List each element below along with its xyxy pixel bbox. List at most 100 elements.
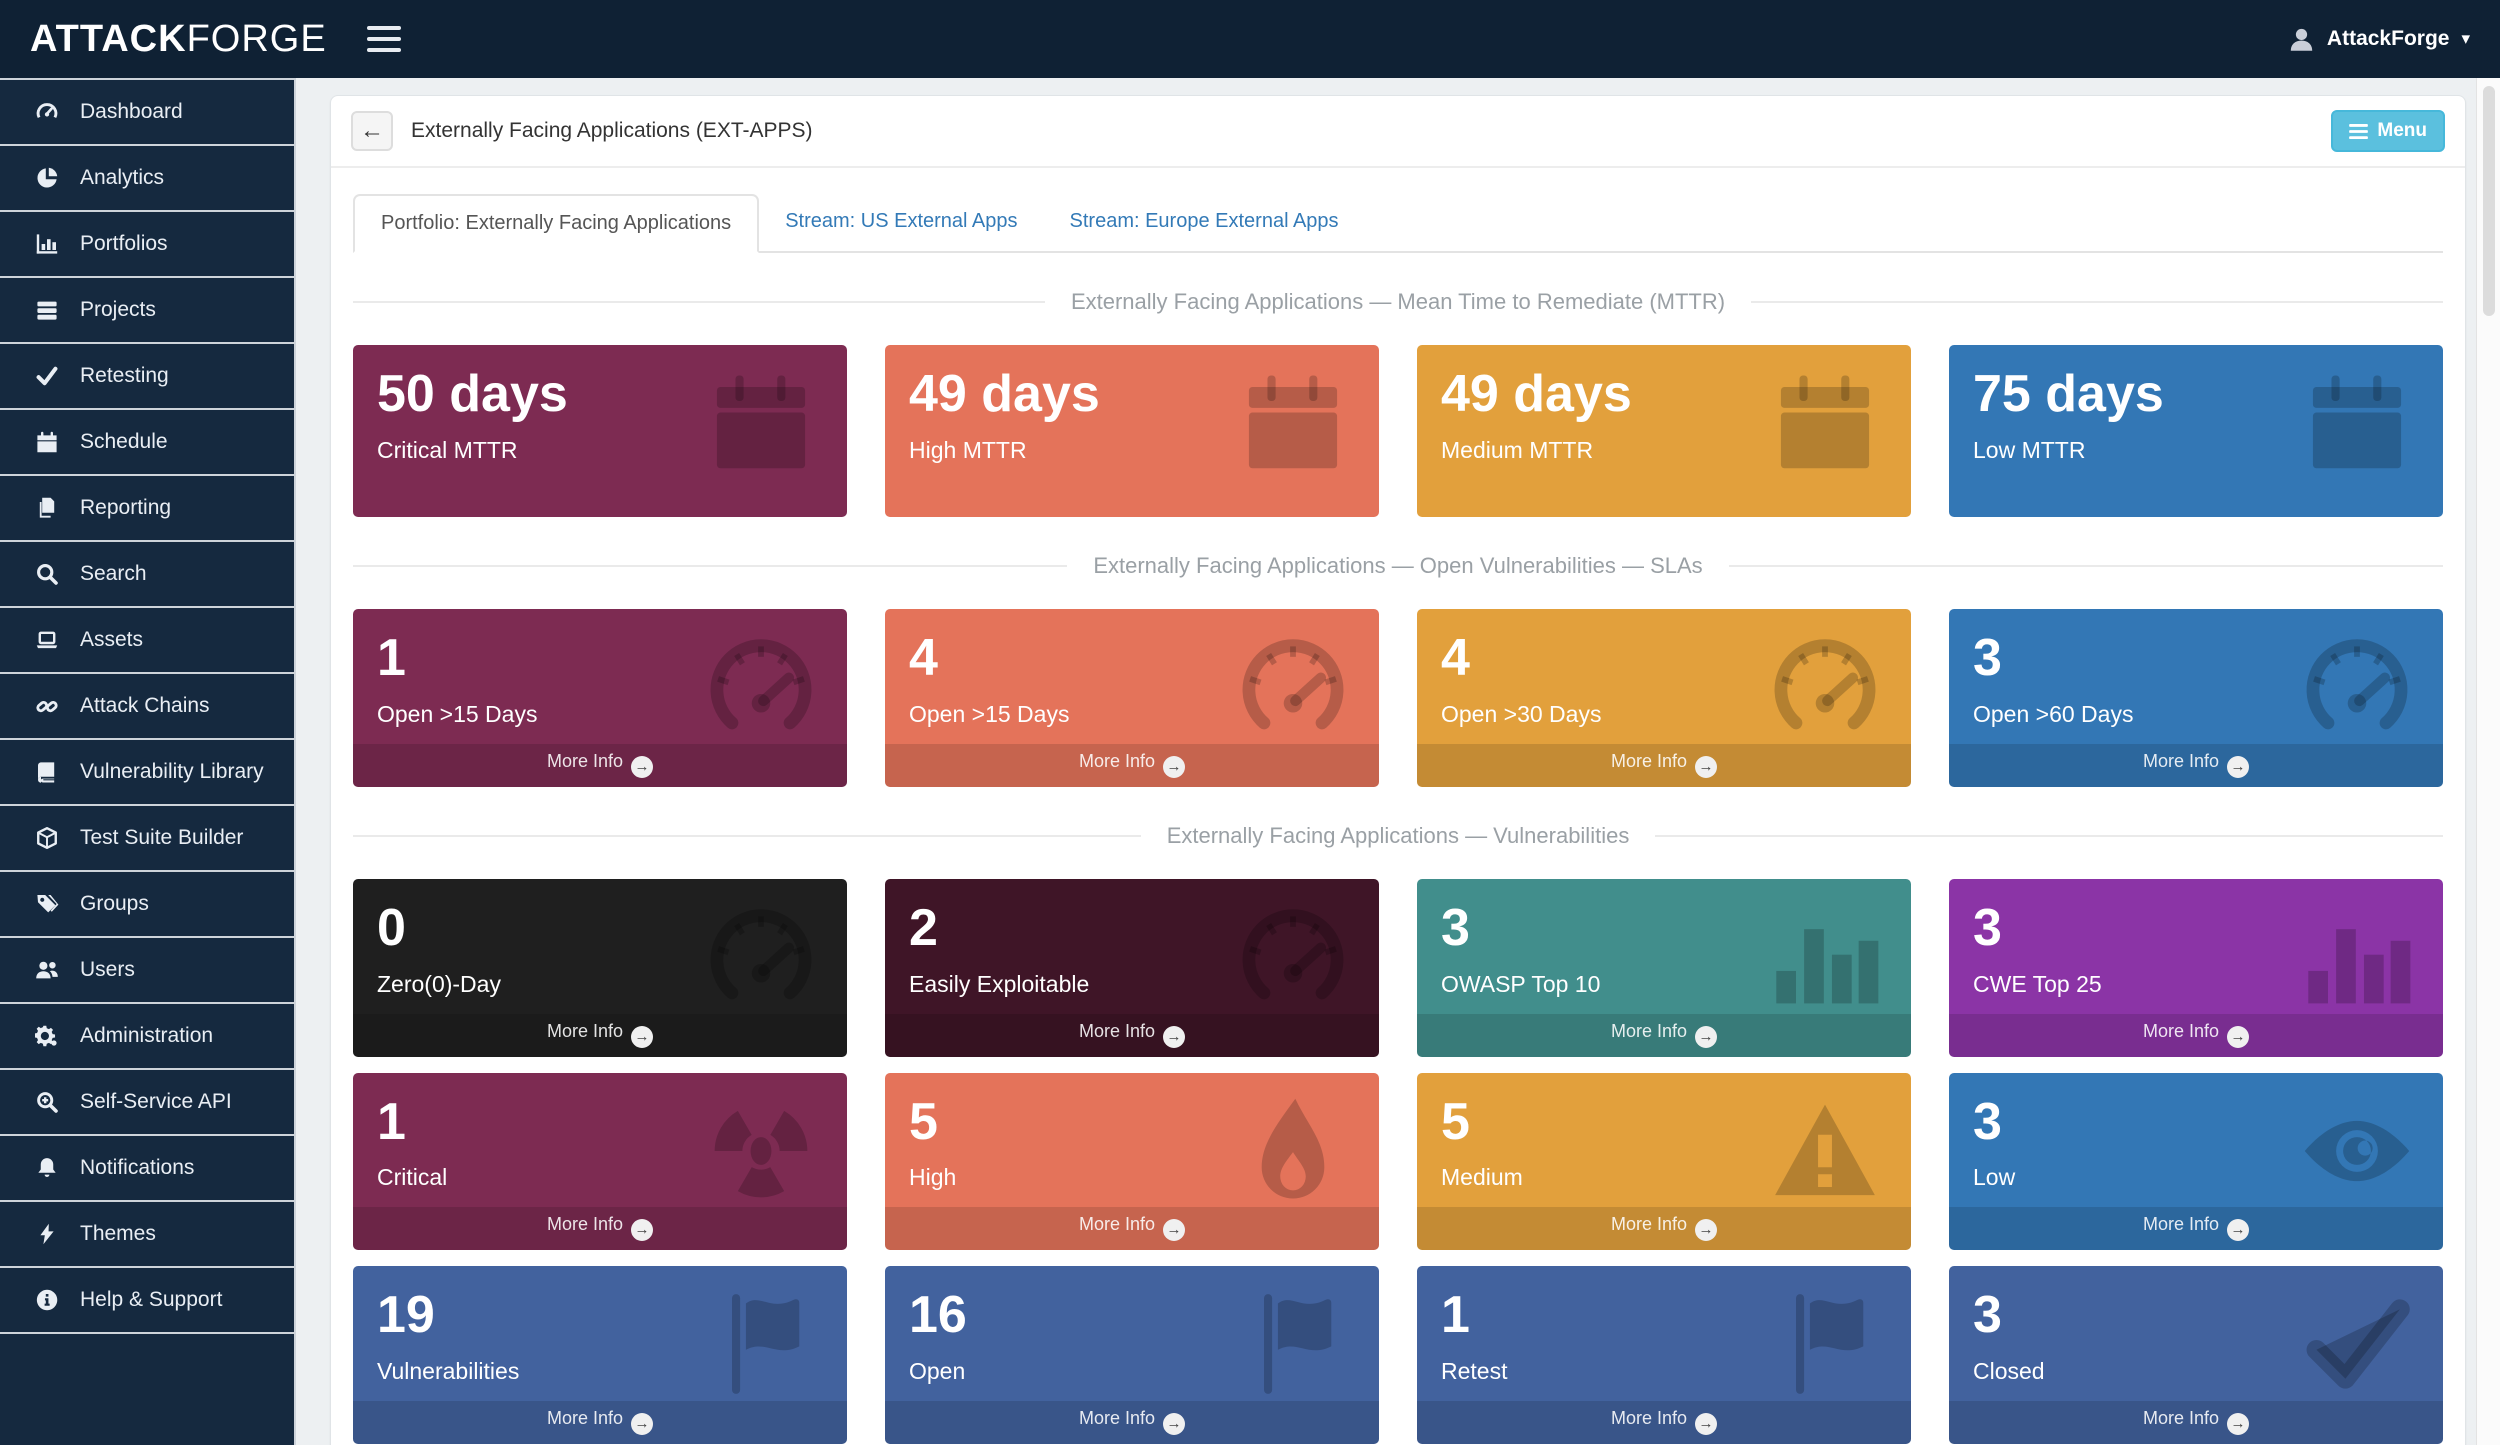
files-icon xyxy=(34,496,60,520)
stat-card-body: 5 High xyxy=(885,1073,1379,1208)
sidebar-item-label: Notifications xyxy=(80,1156,195,1179)
calendar-icon xyxy=(2299,365,2415,481)
brand-light: FORGE xyxy=(186,17,327,60)
more-info-link[interactable]: More Info → xyxy=(885,1207,1379,1251)
arrow-circle-right-icon: → xyxy=(1163,755,1186,778)
stat-value: 3 xyxy=(1973,1092,2002,1151)
more-info-link[interactable]: More Info → xyxy=(1417,743,1911,787)
more-info-label: More Info xyxy=(1078,1408,1156,1429)
stat-value: 0 xyxy=(377,898,406,957)
more-info-link[interactable]: More Info → xyxy=(885,1013,1379,1057)
more-info-link[interactable]: More Info → xyxy=(1417,1207,1911,1251)
stat-card-body: 1 Open >15 Days xyxy=(353,609,847,744)
more-info-label: More Info xyxy=(1078,1214,1156,1235)
sidebar-item-groups[interactable]: Groups xyxy=(0,872,294,938)
more-info-link[interactable]: More Info → xyxy=(1949,743,2443,787)
sidebar-item-dashboard[interactable]: Dashboard xyxy=(0,80,294,146)
info-circle-icon xyxy=(34,1288,60,1312)
stat-value: 3 xyxy=(1441,898,1470,957)
section-heading-2: Externally Facing Applications — Vulnera… xyxy=(353,823,2443,849)
sidebar-item-test-suite-builder[interactable]: Test Suite Builder xyxy=(0,806,294,872)
brand-logo[interactable]: ATTACKFORGE xyxy=(30,18,327,61)
more-info-label: More Info xyxy=(2142,750,2220,771)
flag-icon xyxy=(1235,1286,1351,1402)
scrollbar-track[interactable] xyxy=(2476,78,2500,1445)
stat-card-body: 3 Low xyxy=(1949,1073,2443,1208)
sidebar-item-retesting[interactable]: Retesting xyxy=(0,344,294,410)
arrow-circle-right-icon: → xyxy=(631,1025,654,1048)
more-info-label: More Info xyxy=(546,1214,624,1235)
hamburger-bar xyxy=(366,26,401,30)
more-info-link[interactable]: More Info → xyxy=(353,1207,847,1251)
tab-stream-europe-external-apps[interactable]: Stream: Europe External Apps xyxy=(1069,210,1339,232)
sidebar-item-users[interactable]: Users xyxy=(0,938,294,1004)
sidebar-item-assets[interactable]: Assets xyxy=(0,608,294,674)
sidebar-item-help-support[interactable]: Help & Support xyxy=(0,1268,294,1334)
stat-card-body: 50 days Critical MTTR xyxy=(353,345,847,517)
stat-label: CWE Top 25 xyxy=(1973,970,2102,997)
laptop-icon xyxy=(34,628,60,652)
tab-portfolio-externally-facing-applications[interactable]: Portfolio: Externally Facing Application… xyxy=(353,194,760,253)
scrollbar-thumb[interactable] xyxy=(2482,86,2495,316)
user-name: AttackForge xyxy=(2326,27,2450,50)
sidebar-item-reporting[interactable]: Reporting xyxy=(0,476,294,542)
hamburger-menu-icon[interactable] xyxy=(366,26,401,52)
sidebar-item-schedule[interactable]: Schedule xyxy=(0,410,294,476)
stat-card-body: 3 OWASP Top 10 xyxy=(1417,879,1911,1014)
pie-chart-icon xyxy=(34,166,60,190)
sidebar-item-attack-chains[interactable]: Attack Chains xyxy=(0,674,294,740)
sidebar-item-vulnerability-library[interactable]: Vulnerability Library xyxy=(0,740,294,806)
magnifier-plus-icon xyxy=(34,1090,60,1114)
tab-bar: Portfolio: Externally Facing Application… xyxy=(353,194,2443,253)
more-info-link[interactable]: More Info → xyxy=(1417,1401,1911,1445)
more-info-label: More Info xyxy=(546,750,624,771)
stat-card-body: 3 Open >60 Days xyxy=(1949,609,2443,744)
sidebar-item-label: Retesting xyxy=(80,364,169,387)
more-info-link[interactable]: More Info → xyxy=(1949,1401,2443,1445)
more-info-link[interactable]: More Info → xyxy=(353,1013,847,1057)
more-info-link[interactable]: More Info → xyxy=(353,1401,847,1445)
more-info-link[interactable]: More Info → xyxy=(353,743,847,787)
stat-value: 5 xyxy=(909,1092,938,1151)
stat-value: 5 xyxy=(1441,1092,1470,1151)
sidebar-item-administration[interactable]: Administration xyxy=(0,1004,294,1070)
top-navbar: ATTACKFORGE AttackForge ▾ xyxy=(0,0,2500,78)
stat-card-body: 19 Vulnerabilities xyxy=(353,1266,847,1401)
sidebar-item-self-service-api[interactable]: Self-Service API xyxy=(0,1070,294,1136)
sidebar-item-analytics[interactable]: Analytics xyxy=(0,146,294,212)
more-info-link[interactable]: More Info → xyxy=(1949,1207,2443,1251)
sidebar-item-notifications[interactable]: Notifications xyxy=(0,1136,294,1202)
back-button[interactable]: ← xyxy=(351,111,393,151)
calendar-icon xyxy=(1767,365,1883,481)
gauge-dial-icon xyxy=(34,100,60,124)
sidebar-item-portfolios[interactable]: Portfolios xyxy=(0,212,294,278)
sidebar-item-themes[interactable]: Themes xyxy=(0,1202,294,1268)
arrow-circle-right-icon: → xyxy=(1163,1025,1186,1048)
stat-card-vulnerabilities: 19 Vulnerabilities More Info → xyxy=(353,1266,847,1445)
stat-label: Easily Exploitable xyxy=(909,970,1090,997)
stat-value: 3 xyxy=(1973,898,2002,957)
more-info-link[interactable]: More Info → xyxy=(1417,1013,1911,1057)
more-info-link[interactable]: More Info → xyxy=(885,1401,1379,1445)
tab-stream-us-external-apps[interactable]: Stream: US External Apps xyxy=(785,210,1018,232)
section-heading-0: Externally Facing Applications — Mean Ti… xyxy=(353,289,2443,315)
sidebar-item-label: Schedule xyxy=(80,430,168,453)
user-menu[interactable]: AttackForge ▾ xyxy=(2288,26,2470,53)
stat-label: Closed xyxy=(1973,1358,2045,1385)
stat-card-open-15-days: 1 Open >15 Days More Info → xyxy=(353,609,847,787)
more-info-link[interactable]: More Info → xyxy=(1949,1013,2443,1057)
stat-label: Retest xyxy=(1441,1358,1508,1385)
stat-card-cwe-top-25: 3 CWE Top 25 More Info → xyxy=(1949,878,2443,1057)
sidebar-item-projects[interactable]: Projects xyxy=(0,278,294,344)
calendar-icon xyxy=(1235,365,1351,481)
menu-button[interactable]: Menu xyxy=(2331,110,2445,152)
sidebar-item-search[interactable]: Search xyxy=(0,542,294,608)
more-info-link[interactable]: More Info → xyxy=(885,743,1379,787)
stat-value: 1 xyxy=(377,629,406,687)
stat-value: 4 xyxy=(1441,629,1470,687)
stat-label: High xyxy=(909,1164,957,1191)
hamburger-bar xyxy=(366,48,401,52)
stat-value: 19 xyxy=(377,1286,435,1345)
stat-card-grid-0: 50 days Critical MTTR 49 days High MTTR 49 d… xyxy=(353,345,2443,517)
arrow-circle-right-icon: → xyxy=(1695,755,1718,778)
